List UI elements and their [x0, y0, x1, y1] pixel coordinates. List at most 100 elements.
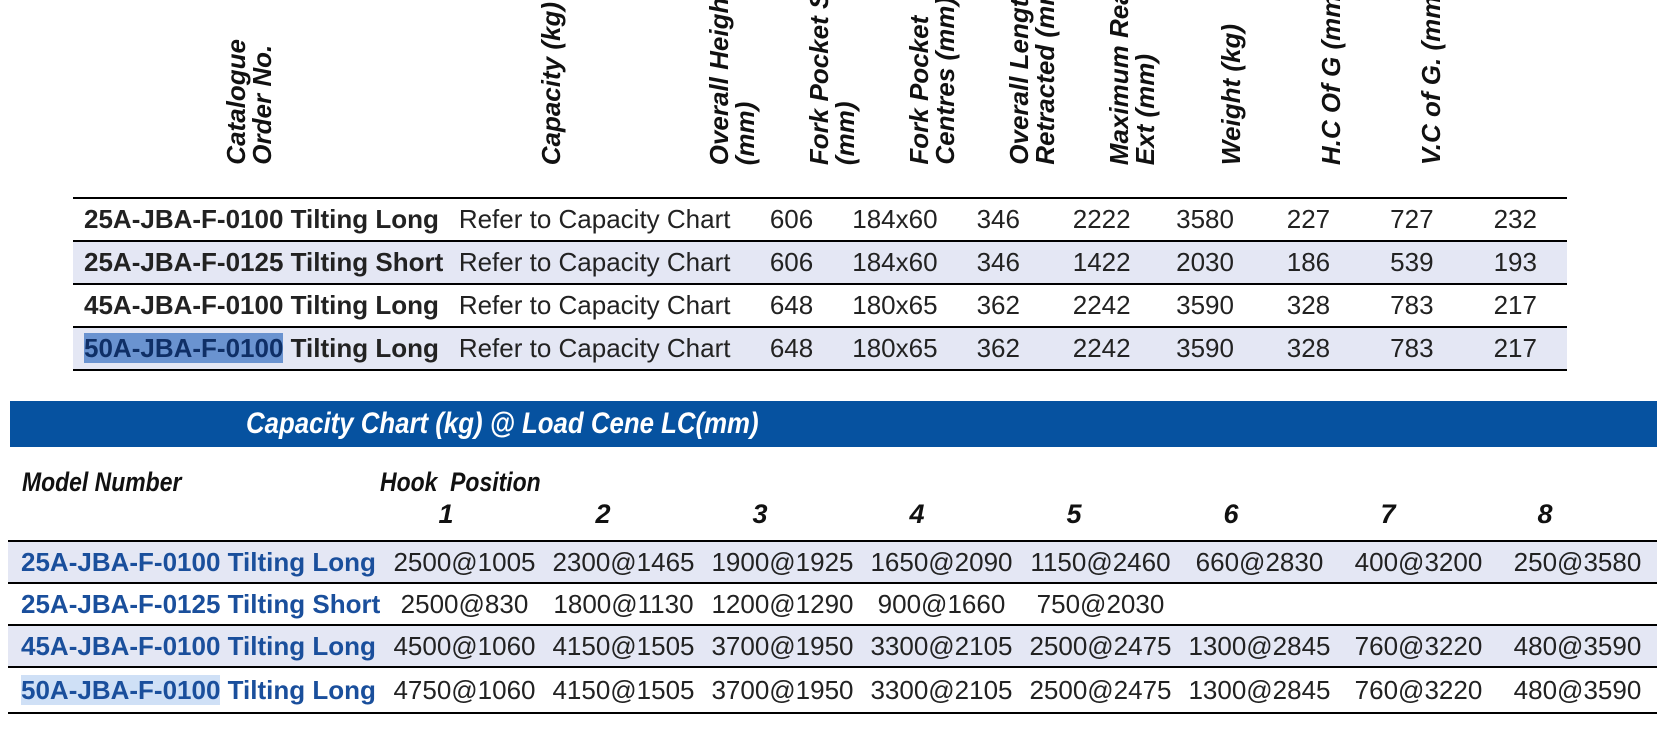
capacity-cell-pos-4: 3300@2105: [870, 674, 1013, 705]
header-maximum-reach: Maximum Reach Ext (mm): [1104, 0, 1160, 165]
spec-cell-weight: 328: [1286, 290, 1331, 320]
spec-cell-capacity: Refer to Capacity Chart: [458, 290, 731, 320]
spec-cell-centres: 346: [976, 247, 1020, 277]
capacity-cell-pos-2: 2300@1465: [552, 546, 695, 577]
capacity-row: 45A-JBA-F-0100 Tilting Long 4500@1060 4150…: [8, 625, 1657, 667]
model-code[interactable]: 25A-JBA-F-0125: [21, 588, 221, 619]
spec-cell-hcg: 783: [1390, 290, 1434, 320]
model-code[interactable]: 50A-JBA-F-0100: [84, 333, 284, 363]
capacity-cell-pos-4: 1650@2090: [870, 546, 1013, 577]
capacity-cell-pos-7: [1339, 583, 1498, 625]
spec-cell-centres: 362: [976, 290, 1020, 320]
model-suffix: Tilting Long: [220, 674, 376, 705]
capacity-cell-pos-6: 1300@2845: [1188, 630, 1331, 661]
model-code[interactable]: 25A-JBA-F-0125: [84, 247, 284, 277]
spec-cell-centres: 362: [976, 333, 1020, 363]
header-overall-height: Overall Height (mm): [704, 0, 760, 165]
capacity-cell-pos-8: [1498, 583, 1657, 625]
hook-position-4: 4: [909, 499, 925, 529]
spec-cell-centres: 346: [976, 204, 1020, 234]
hook-position-7: 7: [1380, 499, 1396, 529]
capacity-cell-pos-5: 1150@2460: [1030, 546, 1171, 577]
capacity-cell-pos-1: 2500@1005: [393, 546, 536, 577]
capacity-model-cell: 45A-JBA-F-0100 Tilting Long: [8, 625, 385, 667]
capacity-cell-pos-3: 3700@1950: [711, 630, 854, 661]
model-suffix: Tilting Long: [283, 204, 439, 234]
model-code[interactable]: 25A-JBA-F-0100: [21, 546, 221, 577]
spec-cell-vcg: 217: [1493, 333, 1537, 363]
capacity-model-cell: 25A-JBA-F-0125 Tilting Short: [8, 583, 385, 625]
spec-cell-vcg: 217: [1493, 290, 1537, 320]
spec-cell-weight: 186: [1286, 247, 1331, 277]
spec-cell-height: 606: [769, 247, 814, 277]
capacity-cell-pos-5: 2500@2475: [1029, 674, 1172, 705]
spec-cell-reach: 2030: [1176, 247, 1234, 277]
hook-position-6: 6: [1223, 499, 1239, 529]
model-suffix: Tilting Long: [283, 333, 439, 363]
header-fork-pocket-size: Fork Pocket Size (mm): [804, 0, 860, 165]
capacity-cell-pos-6: 660@2830: [1195, 546, 1324, 577]
capacity-chart-banner: Capacity Chart (kg) @ Load Cene LC(mm): [10, 401, 1657, 447]
spec-cell-reach: 3590: [1176, 290, 1234, 320]
capacity-cell-pos-8: 250@3580: [1513, 546, 1642, 577]
model-number-header: Model Number: [22, 467, 182, 497]
capacity-cell-pos-2: 4150@1505: [552, 674, 695, 705]
capacity-cell-pos-4: 900@1660: [877, 588, 1006, 619]
spec-cell-length: 2242: [1072, 290, 1131, 320]
spec-cell-weight: 328: [1286, 333, 1331, 363]
capacity-row: 50A-JBA-F-0100 Tilting Long 4750@1060 4150…: [8, 667, 1657, 713]
model-code[interactable]: 45A-JBA-F-0100: [84, 290, 284, 320]
spec-cell-vcg: 193: [1493, 247, 1537, 277]
capacity-row: 25A-JBA-F-0100 Tilting Long 2500@1005 2300…: [8, 541, 1657, 583]
spec-cell-hcg: 783: [1390, 333, 1434, 363]
capacity-cell-pos-1: 4750@1060: [393, 674, 536, 705]
capacity-cell-pos-1: 4500@1060: [393, 630, 536, 661]
model-suffix: Tilting Short: [220, 588, 381, 619]
spec-cell-fork-pocket: 184x60: [852, 247, 938, 277]
spec-model-cell: 50A-JBA-F-0100 Tilting Long: [73, 327, 456, 370]
capacity-cell-pos-2: 1800@1130: [553, 588, 694, 619]
header-weight: Weight (kg): [1216, 23, 1246, 165]
spec-model-cell: 25A-JBA-F-0100 Tilting Long: [73, 198, 456, 241]
hook-position-3: 3: [752, 499, 768, 529]
capacity-cell-pos-2: 4150@1505: [552, 630, 695, 661]
capacity-cell-pos-7: 400@3200: [1354, 546, 1483, 577]
spec-cell-capacity: Refer to Capacity Chart: [458, 247, 731, 277]
spec-row: 45A-JBA-F-0100 Tilting Long Refer to Capa…: [73, 284, 1567, 327]
spec-cell-reach: 3580: [1176, 204, 1234, 234]
spec-table: 25A-JBA-F-0100 Tilting Long Refer to Capa…: [73, 197, 1567, 371]
capacity-cell-pos-6: 1300@2845: [1188, 674, 1331, 705]
capacity-model-cell: 50A-JBA-F-0100 Tilting Long: [8, 667, 385, 713]
model-suffix: Tilting Long: [220, 546, 376, 577]
hook-position-5: 5: [1066, 499, 1082, 529]
header-fork-pocket-centres: Fork Pocket Centres (mm): [904, 0, 960, 165]
header-vc-of-g: V.C of G. (mm): [1416, 0, 1446, 165]
header-catalogue-order-no: Catalogue Order No.: [221, 39, 277, 165]
hook-position-header: Hook Position: [380, 467, 541, 497]
hook-position-1: 1: [438, 499, 454, 529]
spec-cell-hcg: 727: [1390, 204, 1434, 234]
hook-position-8: 8: [1537, 499, 1553, 529]
capacity-cell-pos-4: 3300@2105: [870, 630, 1013, 661]
model-code[interactable]: 25A-JBA-F-0100: [84, 204, 284, 234]
spec-model-cell: 45A-JBA-F-0100 Tilting Long: [73, 284, 456, 327]
spec-cell-capacity: Refer to Capacity Chart: [458, 333, 731, 363]
model-suffix: Tilting Long: [283, 290, 439, 320]
header-hc-of-g: H.C Of G (mm): [1316, 0, 1346, 165]
hook-position-2: 2: [595, 499, 611, 529]
model-code[interactable]: 50A-JBA-F-0100: [21, 674, 221, 705]
capacity-cell-pos-3: 3700@1950: [711, 674, 854, 705]
model-code[interactable]: 45A-JBA-F-0100: [21, 630, 221, 661]
header-capacity: Capacity (kg): [536, 1, 566, 165]
header-overall-length-retracted: Overall Length Retracted (mm): [1004, 0, 1060, 165]
spec-cell-capacity: Refer to Capacity Chart: [458, 204, 731, 234]
capacity-cell-pos-5: 2500@2475: [1029, 630, 1172, 661]
capacity-row: 25A-JBA-F-0125 Tilting Short 2500@830 1800…: [8, 583, 1657, 625]
spec-cell-height: 606: [769, 204, 814, 234]
capacity-chart-title: Capacity Chart (kg) @ Load Cene LC(mm): [246, 407, 759, 440]
capacity-cell-pos-1: 2500@830: [400, 588, 529, 619]
capacity-cell-pos-7: 760@3220: [1354, 630, 1483, 661]
capacity-table: 25A-JBA-F-0100 Tilting Long 2500@1005 2300…: [8, 540, 1657, 714]
capacity-cell-pos-3: 1200@1290: [711, 588, 854, 619]
spec-row: 25A-JBA-F-0125 Tilting Short Refer to Cap…: [73, 241, 1567, 284]
